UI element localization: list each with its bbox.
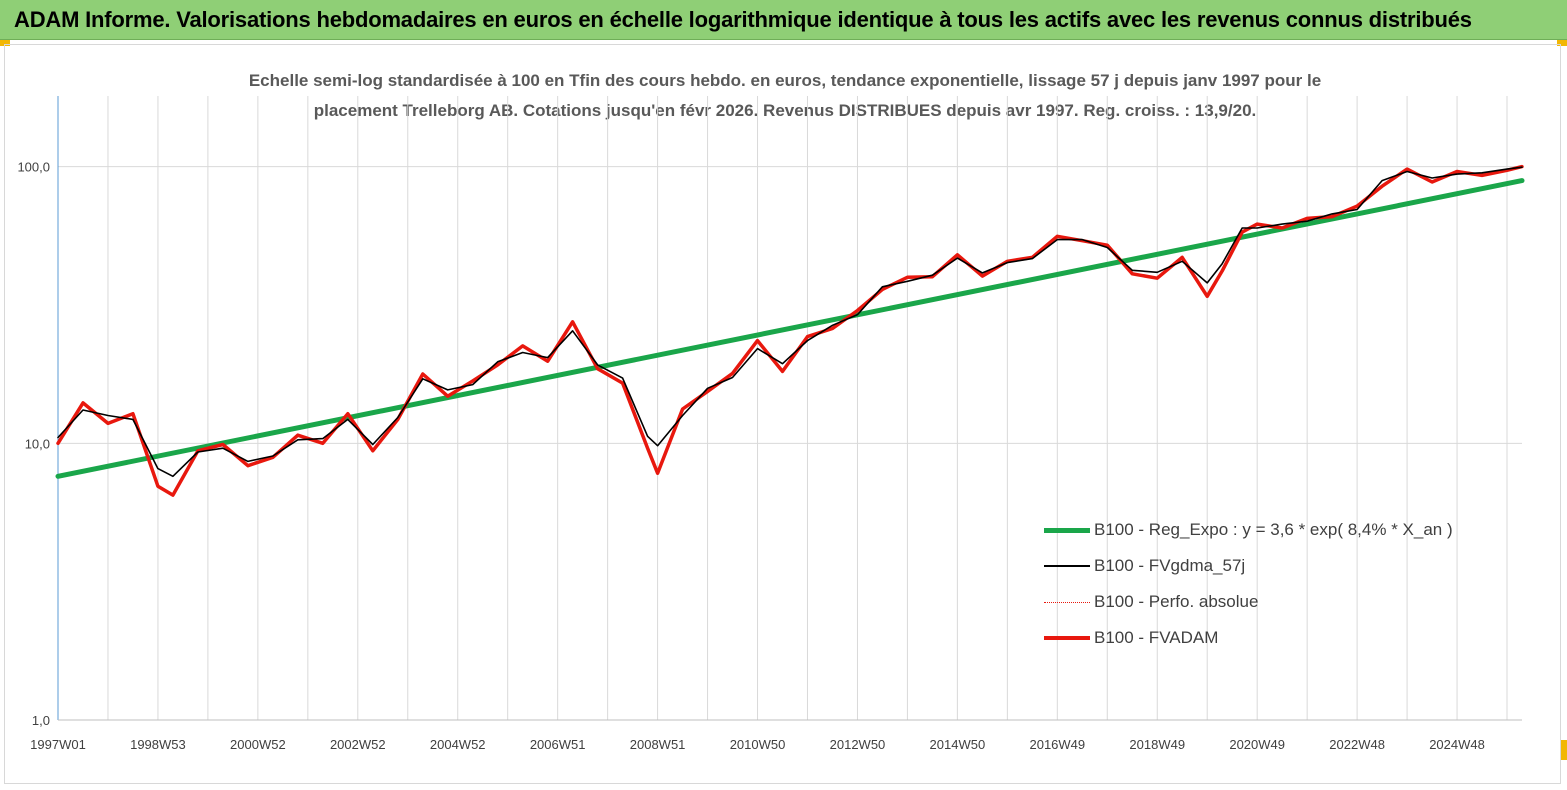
report-banner: ADAM Informe. Valorisations hebdomadaire… [0,0,1567,40]
x-tick-label: 2012W50 [830,737,886,752]
corner-marker-right [1557,40,1567,46]
series-line-smoothed [57,166,1523,478]
legend-swatch-perfo [1044,602,1090,603]
x-tick-label: 1997W01 [30,737,86,752]
legend-label-fvadam: B100 - FVADAM [1094,628,1219,647]
chart-legend: B100 - Reg_Expo : y = 3,6 * exp( 8,4% * … [1044,516,1524,660]
legend-swatch-fvadam [1044,636,1090,640]
x-tick-label: 2014W50 [930,737,986,752]
legend-item-smoothed: B100 - FVgdma_57j [1044,552,1524,588]
y-tick-label: 10,0 [25,436,50,451]
chart-frame [4,44,1561,784]
x-tick-label: 2016W49 [1029,737,1085,752]
x-tick-label: 2006W51 [530,737,586,752]
x-tick-label: 2002W52 [330,737,386,752]
y-tick-label: 1,0 [32,713,50,728]
x-tick-label: 2022W48 [1329,737,1385,752]
legend-item-trend: B100 - Reg_Expo : y = 3,6 * exp( 8,4% * … [1044,516,1524,552]
legend-item-perfo: B100 - Perfo. absolue [1044,588,1524,624]
series-line-perfo [57,166,1523,496]
y-tick-label: 100,0 [17,160,50,175]
legend-swatch-trend [1044,528,1090,533]
x-tick-label: 2020W49 [1229,737,1285,752]
legend-item-fvadam: B100 - FVADAM [1044,624,1524,660]
legend-label-smoothed: B100 - FVgdma_57j [1094,556,1246,575]
legend-label-trend: B100 - Reg_Expo : y = 3,6 * exp( 8,4% * … [1094,520,1453,539]
x-tick-label: 1998W53 [130,737,186,752]
corner-marker-bottom-right [1561,740,1567,760]
x-tick-label: 2000W52 [230,737,286,752]
legend-label-perfo: B100 - Perfo. absolue [1094,592,1259,611]
report-title: ADAM Informe. Valorisations hebdomadaire… [14,7,1472,32]
corner-marker-left [0,40,10,46]
x-tick-label: 2008W51 [630,737,686,752]
x-tick-label: 2010W50 [730,737,786,752]
series-line-trend [55,178,1525,479]
chart-subtitle-line1: Echelle semi-log standardisée à 100 en T… [248,71,1322,90]
x-tick-label: 2018W49 [1129,737,1185,752]
chart-subtitle-line2: placement Trelleborg AB. Cotations jusqu… [313,101,1257,120]
x-tick-label: 2024W48 [1429,737,1485,752]
x-tick-label: 2004W52 [430,737,486,752]
legend-swatch-smoothed [1044,565,1090,567]
chart-subtitle: Echelle semi-log standardisée à 100 en T… [180,66,1390,126]
